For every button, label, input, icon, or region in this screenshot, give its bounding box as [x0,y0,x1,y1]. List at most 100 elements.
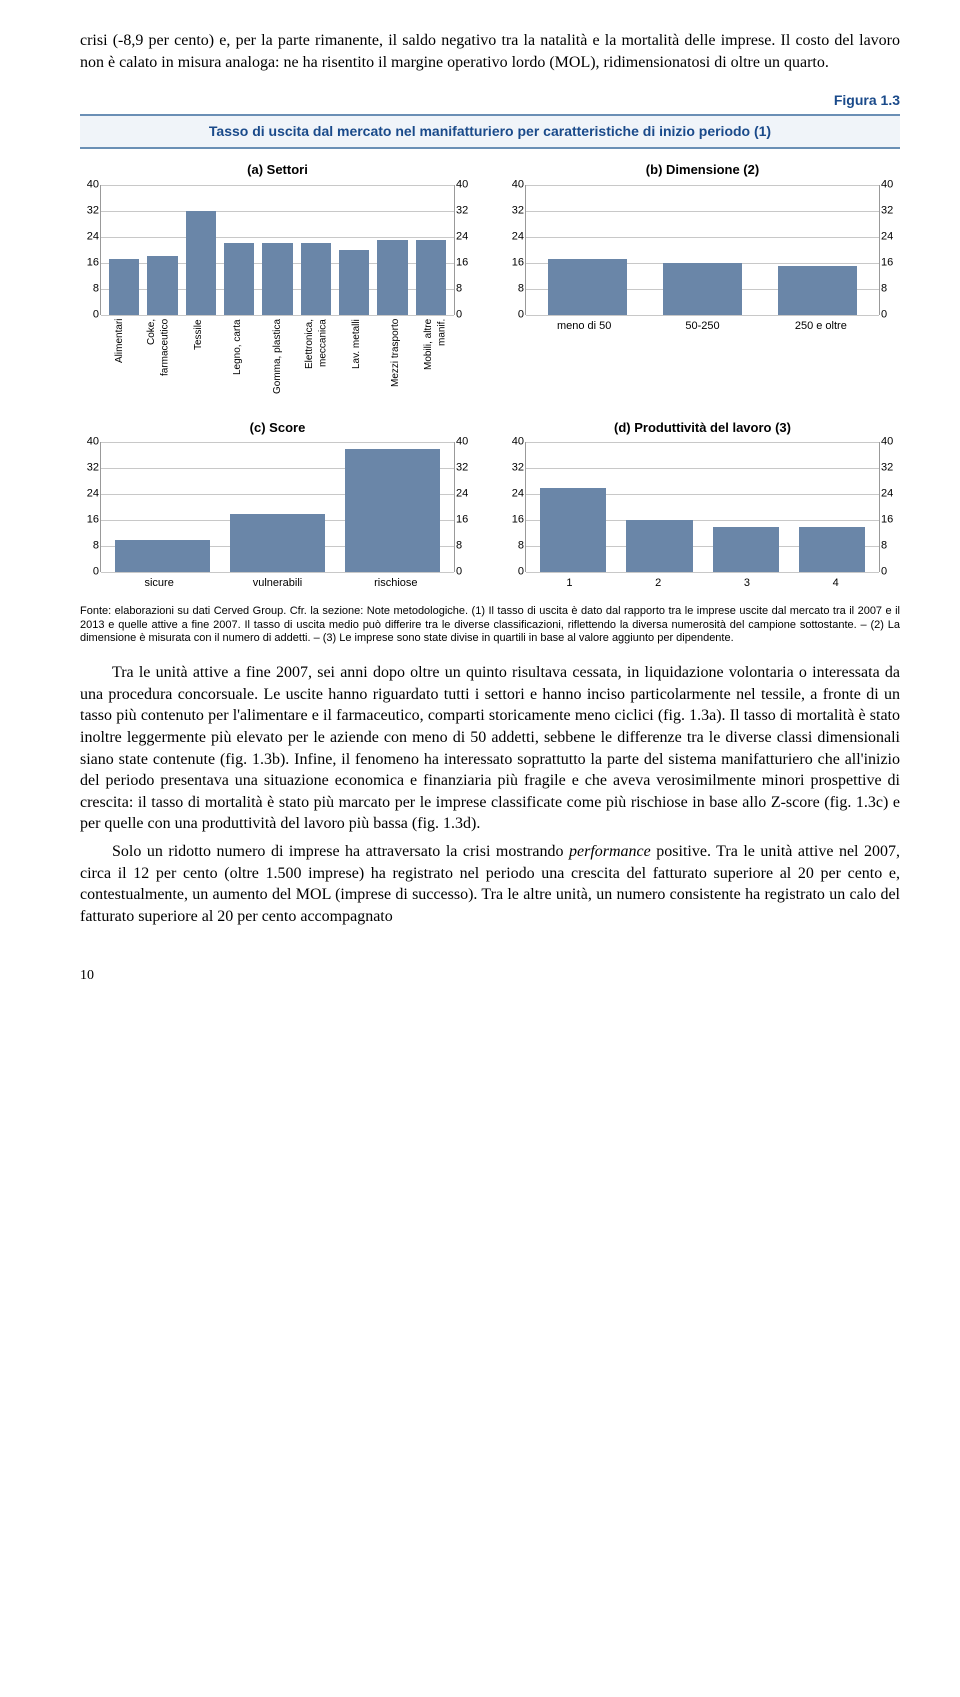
y-axis-label: 16 [881,513,899,528]
paragraph-3-part-a: Solo un ridotto numero di imprese ha att… [112,843,569,860]
chart-c-title: (c) Score [250,419,306,437]
y-axis-label: 16 [456,255,474,270]
y-axis-label: 16 [81,255,99,270]
y-axis-label: 32 [506,203,524,218]
bar [147,256,177,315]
bar [230,514,325,573]
y-axis-label: 8 [881,539,899,554]
figure-label: Figura 1.3 [80,91,900,110]
y-axis-label: 8 [81,281,99,296]
y-axis-label: 32 [881,203,899,218]
figure-title: Tasso di uscita dal mercato nel manifatt… [80,114,900,149]
chart-a-title: (a) Settori [247,161,308,179]
paragraph-3-italic: performance [569,843,651,860]
bar [416,240,446,315]
x-axis-label: meno di 50 [525,319,643,334]
x-axis-label: 50-250 [643,319,761,334]
bar [713,527,779,573]
x-axis-label: Alimentari [100,319,139,399]
y-axis-label: 0 [506,307,524,322]
x-axis-label: 2 [614,576,703,591]
y-axis-label: 32 [81,461,99,476]
bar [626,520,692,572]
bar [663,263,742,315]
x-axis-label: 250 e oltre [762,319,880,334]
y-axis-label: 16 [881,255,899,270]
y-axis-label: 0 [881,307,899,322]
x-axis-label: Gomma, plastica [258,319,297,399]
x-axis-label: rischiose [337,576,455,591]
x-axis-label: Legno, carta [218,319,257,399]
y-axis-label: 40 [81,435,99,450]
bar [224,243,254,315]
y-axis-label: 32 [456,203,474,218]
x-axis-label: Tessile [179,319,218,399]
x-axis-label: Coke, farmaceutico [139,319,178,399]
y-axis-label: 24 [456,487,474,502]
y-axis-label: 32 [881,461,899,476]
bar [345,449,440,573]
y-axis-label: 24 [81,487,99,502]
y-axis-label: 32 [506,461,524,476]
x-axis-label: vulnerabili [218,576,336,591]
bar [778,266,857,315]
x-axis-label: 1 [525,576,614,591]
bar [262,243,292,315]
y-axis-label: 24 [881,229,899,244]
y-axis-label: 8 [456,281,474,296]
chart-a-settori: (a) Settori 00881616242432324040 Aliment… [80,161,475,399]
bar [109,259,139,314]
bar [548,259,627,314]
y-axis-label: 0 [456,565,474,580]
y-axis-label: 0 [81,307,99,322]
y-axis-label: 8 [81,539,99,554]
y-axis-label: 24 [881,487,899,502]
bar [186,211,216,315]
chart-c-score: (c) Score 00881616242432324040 sicurevul… [80,419,475,591]
bar [377,240,407,315]
y-axis-label: 40 [81,177,99,192]
figure-source-note: Fonte: elaborazioni su dati Cerved Group… [80,605,900,646]
y-axis-label: 16 [456,513,474,528]
y-axis-label: 24 [506,487,524,502]
y-axis-label: 24 [81,229,99,244]
chart-d-produttivita: (d) Produttività del lavoro (3) 0 0 8 8 16 16… [505,419,900,591]
bar [301,243,331,315]
chart-b-title: (b) Dimensione (2) [646,161,759,179]
y-axis-label: 16 [506,255,524,270]
chart-d-title: (d) Produttività del lavoro (3) [614,419,791,437]
x-axis-label: Elettronica, meccanica [297,319,336,399]
x-axis-label: 3 [703,576,792,591]
bar [540,488,606,573]
y-axis-label: 16 [81,513,99,528]
x-axis-label: Mezzi trasporto [376,319,415,399]
y-axis-label: 0 [81,565,99,580]
y-axis-label: 0 [506,565,524,580]
paragraph-3: Solo un ridotto numero di imprese ha att… [80,841,900,927]
x-axis-label: sicure [100,576,218,591]
y-axis-label: 40 [506,435,524,450]
y-axis-label: 32 [456,461,474,476]
y-axis-label: 40 [881,177,899,192]
y-axis-label: 24 [456,229,474,244]
y-axis-label: 8 [506,281,524,296]
y-axis-label: 8 [456,539,474,554]
y-axis-label: 40 [881,435,899,450]
x-axis-label: Lav. metalli [337,319,376,399]
figure-1-3: Figura 1.3 Tasso di uscita dal mercato n… [80,91,900,646]
y-axis-label: 8 [881,281,899,296]
chart-b-dimensione: (b) Dimensione (2) 00881616242432324040 … [505,161,900,399]
page-number: 10 [80,967,900,986]
y-axis-label: 16 [506,513,524,528]
y-axis-label: 24 [506,229,524,244]
y-axis-label: 0 [881,565,899,580]
y-axis-label: 40 [506,177,524,192]
paragraph-2: Tra le unità attive a fine 2007, sei ann… [80,662,900,835]
paragraph-1: crisi (-8,9 per cento) e, per la parte r… [80,30,900,73]
bar [799,527,865,573]
x-axis-label: Mobili, altre manif. [416,319,455,399]
x-axis-label: 4 [791,576,880,591]
y-axis-label: 40 [456,177,474,192]
y-axis-label: 8 [506,539,524,554]
y-axis-label: 32 [81,203,99,218]
